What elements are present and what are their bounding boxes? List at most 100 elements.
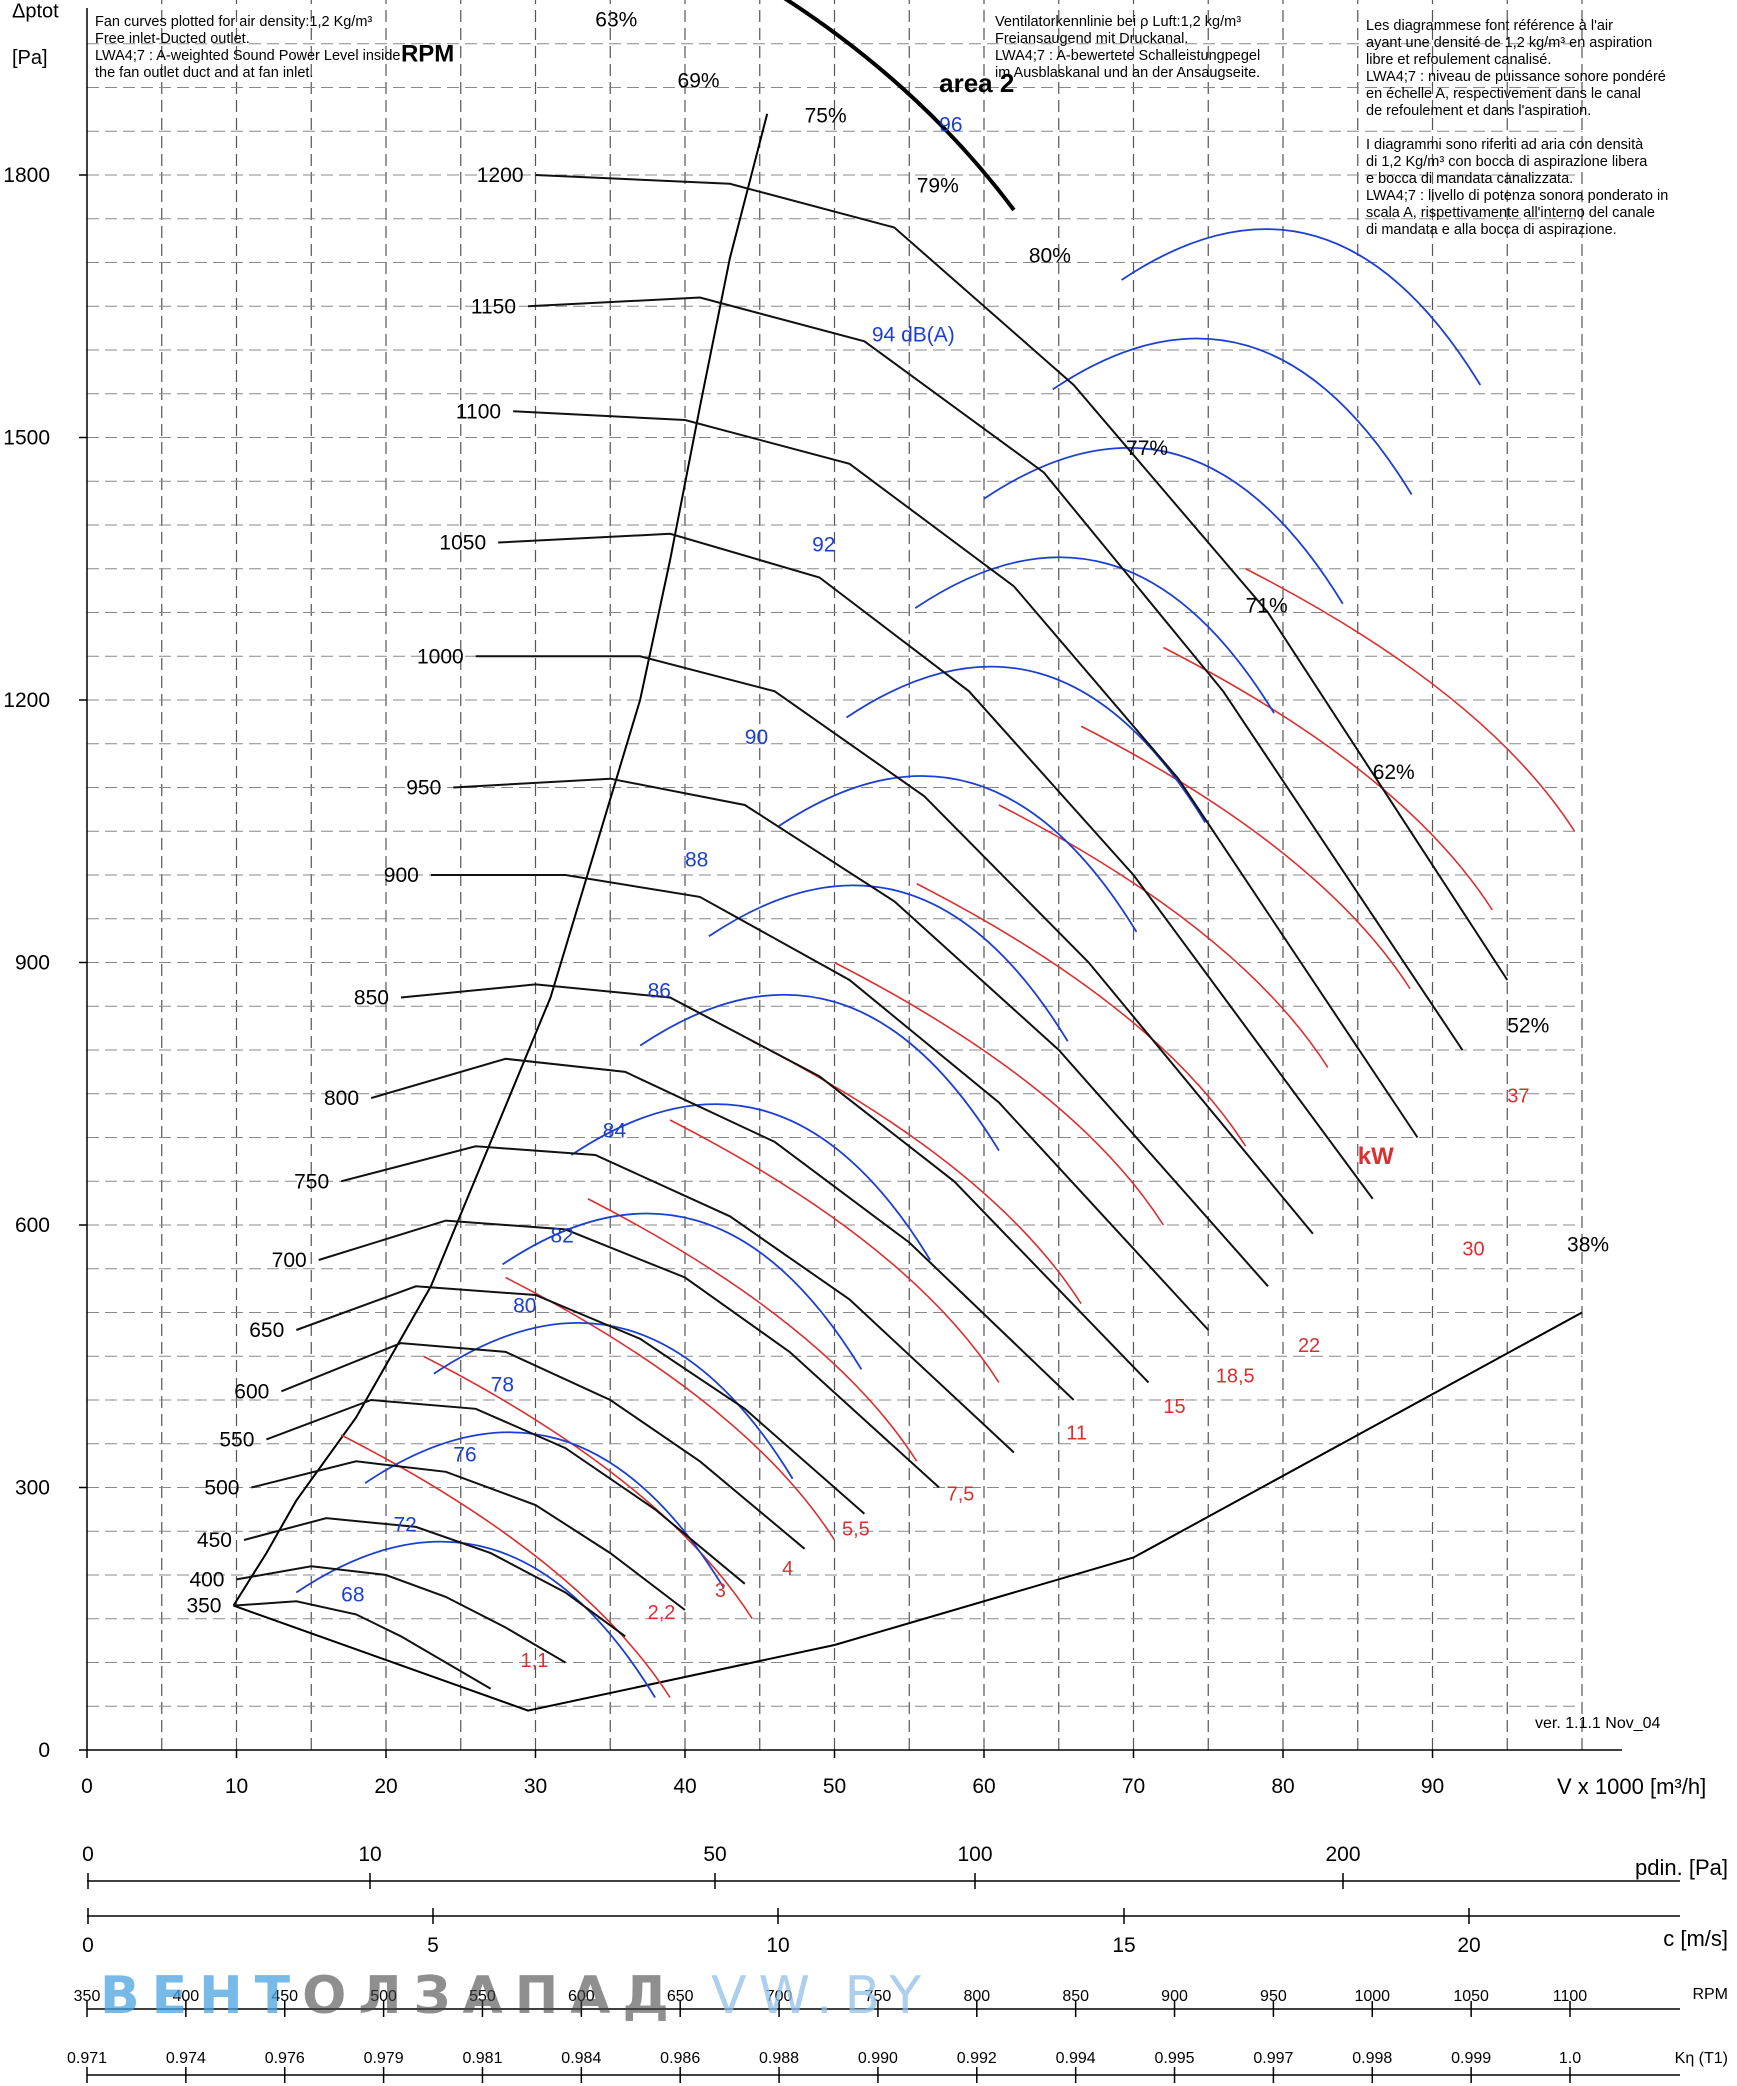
rpm-curve-label: 1000 xyxy=(417,645,464,668)
y-axis-label: Δptot xyxy=(12,0,59,22)
y-tick-label: 1800 xyxy=(3,164,50,187)
rpm-curve-label: 450 xyxy=(197,1529,232,1552)
sound-level-label: 94 dB(A) xyxy=(872,323,955,346)
scale-tick-label: 400 xyxy=(173,1988,200,2005)
efficiency-label: 80% xyxy=(1029,245,1071,268)
note-en: Fan curves plotted for air density:1,2 K… xyxy=(95,14,401,81)
sound-curve xyxy=(433,1321,794,1480)
scale-tick-label: 350 xyxy=(74,1988,101,2005)
y-tick-label: 300 xyxy=(15,1477,50,1500)
version-note: ver. 1.1.1 Nov_04 xyxy=(1535,1715,1661,1732)
rpm-curve xyxy=(430,874,1210,1331)
power-curve xyxy=(1080,725,1411,990)
sound-curve xyxy=(983,446,1344,605)
power-curve xyxy=(505,1276,836,1541)
power-label: 15 xyxy=(1163,1396,1185,1418)
scale-tick-label: 1.0 xyxy=(1559,2050,1581,2067)
y-axis-unit: [Pa] xyxy=(12,47,48,69)
area-2-label: area 2 xyxy=(939,68,1014,98)
rpm-curve xyxy=(243,1517,626,1638)
sound-level-label: 92 xyxy=(812,533,835,556)
efficiency-label: 69% xyxy=(678,70,720,93)
efficiency-label: 63% xyxy=(595,8,637,31)
y-tick-label: 600 xyxy=(15,1214,50,1237)
rpm-heading: RPM xyxy=(401,40,454,67)
power-curve xyxy=(834,961,1165,1226)
sound-level-label: 86 xyxy=(648,980,671,1003)
rpm-curve xyxy=(513,410,1419,1139)
scale-tick-label: 900 xyxy=(1161,1988,1188,2005)
power-curve xyxy=(340,1434,671,1698)
scale-tick-label: 20 xyxy=(1457,1934,1480,1957)
scale-name: Kη (T1) xyxy=(1675,2050,1728,2067)
rpm-curve-label: 950 xyxy=(406,777,441,800)
power-label: 4 xyxy=(782,1558,793,1580)
watermark: ВЕНТОЛЗАПАД VW.BY xyxy=(100,1966,933,2026)
scale-tick-label: 0.994 xyxy=(1056,2050,1096,2067)
x-tick-label: 70 xyxy=(1122,1775,1145,1798)
power-label: 22 xyxy=(1298,1335,1320,1357)
sound-curve xyxy=(570,1103,931,1261)
sound-curve xyxy=(295,1540,656,1698)
sound-level-label: 90 xyxy=(745,726,768,749)
area-divider xyxy=(783,0,1016,212)
power-curve xyxy=(423,1355,753,1620)
scale-tick-label: 0 xyxy=(82,1934,94,1957)
rpm-curve-label: 1100 xyxy=(456,400,501,423)
x-tick-label: 30 xyxy=(524,1775,547,1798)
power-curve xyxy=(998,804,1329,1068)
scale-tick-label: 0.979 xyxy=(364,2050,404,2067)
scale-tick-label: 0.998 xyxy=(1352,2050,1392,2067)
rpm-curve xyxy=(251,1460,686,1611)
efficiency-label: 62% xyxy=(1373,761,1415,784)
rpm-curve-label: 550 xyxy=(219,1428,254,1451)
sound-curve xyxy=(845,665,1207,823)
rpm-curve-label: 1200 xyxy=(477,164,524,187)
rpm-curve-label: 500 xyxy=(204,1477,239,1500)
scale-tick-label: 10 xyxy=(358,1843,381,1866)
left-boundary xyxy=(232,113,769,1607)
scale-tick-label: 550 xyxy=(469,1988,496,2005)
power-label: 3 xyxy=(715,1580,726,1602)
rpm-curve xyxy=(295,1285,866,1515)
power-label: 2,2 xyxy=(648,1602,676,1624)
rpm-curve-label: 350 xyxy=(186,1595,221,1618)
efficiency-label: 79% xyxy=(917,175,959,198)
efficiency-label: 38% xyxy=(1567,1233,1609,1256)
watermark-part2: ОЛЗАПАД xyxy=(302,1966,681,2026)
sound-level-label: 96 xyxy=(939,113,962,136)
sound-curve xyxy=(708,884,1069,1042)
scale-name: pdin. [Pa] xyxy=(1635,1855,1728,1880)
scale-tick-label: 600 xyxy=(568,1988,595,2005)
scale-tick-label: 1100 xyxy=(1553,1988,1588,2005)
rpm-curve-label: 400 xyxy=(189,1568,224,1591)
operating-region xyxy=(232,113,1583,1712)
scale-tick-label: 0.995 xyxy=(1155,2050,1195,2067)
scale-tick-label: 850 xyxy=(1062,1988,1089,2005)
rpm-curve xyxy=(236,1565,566,1664)
power-unit-label: kW xyxy=(1358,1143,1394,1170)
rpm-curve xyxy=(453,777,1269,1287)
scale-tick-label: 800 xyxy=(963,1988,990,2005)
scale-tick-label: 0.974 xyxy=(166,2050,206,2067)
rpm-curve xyxy=(281,1342,806,1550)
sound-curve xyxy=(1052,337,1413,495)
x-axis-label: V x 1000 [m³/h] xyxy=(1557,1774,1706,1799)
rpm-curve-label: 1050 xyxy=(439,532,486,555)
power-curve xyxy=(1245,568,1576,832)
power-label: 37 xyxy=(1507,1086,1529,1108)
scale-tick-label: 200 xyxy=(1325,1843,1360,1866)
y-tick-label: 0 xyxy=(38,1739,50,1762)
scale-tick-label: 0.999 xyxy=(1451,2050,1491,2067)
scale-tick-label: 0.988 xyxy=(759,2050,799,2067)
scale-tick-label: 0.984 xyxy=(561,2050,601,2067)
scale-name: RPM xyxy=(1692,1986,1728,2003)
note-de: Ventilatorkennlinie bei ρ Luft:1,2 kg/m³… xyxy=(995,14,1261,81)
sound-curve xyxy=(639,993,1000,1152)
rpm-curve xyxy=(318,1219,940,1489)
power-label: 11 xyxy=(1066,1422,1087,1444)
scale-tick-label: 0.981 xyxy=(462,2050,502,2067)
watermark-part3: VW.BY xyxy=(710,1966,934,2026)
rpm-curve xyxy=(527,296,1464,1051)
